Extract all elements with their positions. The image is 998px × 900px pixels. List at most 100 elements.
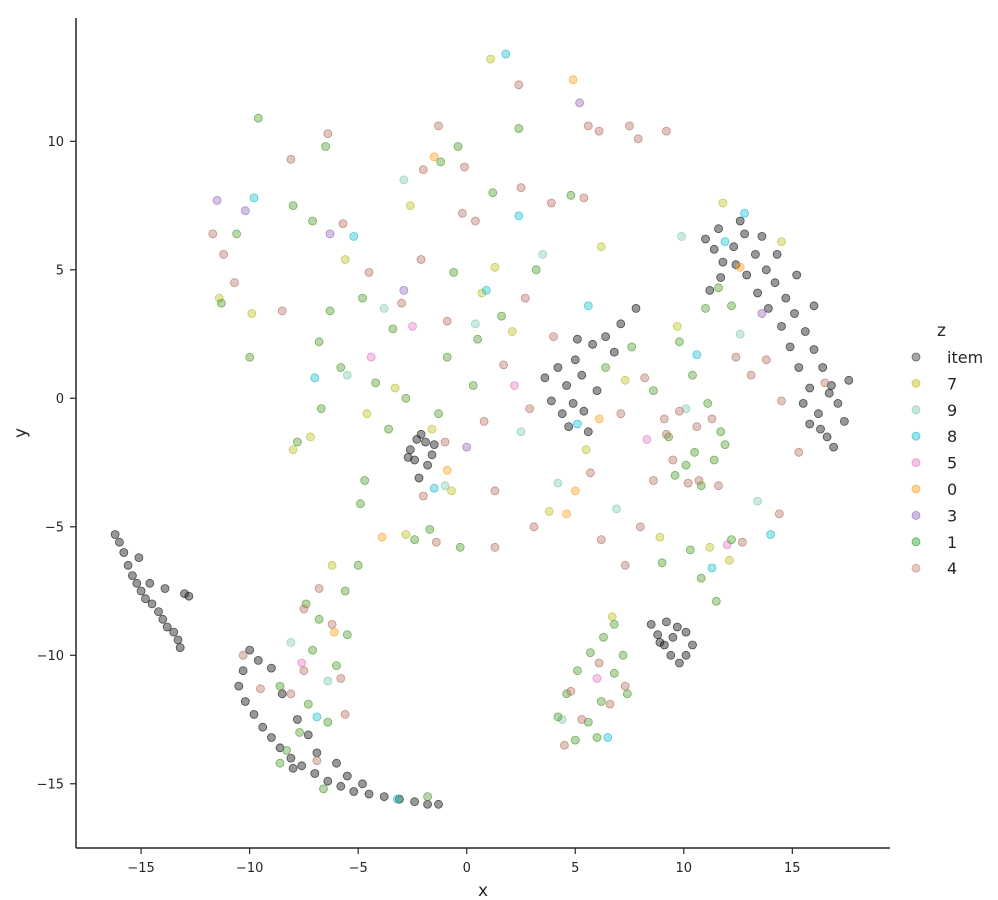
point-item-73 <box>573 334 582 344</box>
point-1-49 <box>314 614 324 624</box>
point-4-51 <box>774 509 784 519</box>
point-4-22 <box>418 165 428 175</box>
point-4-41 <box>714 481 723 491</box>
point-item-52 <box>416 429 426 439</box>
legend-label-3: 3 <box>947 506 957 525</box>
point-9-14 <box>342 370 352 380</box>
point-4-6 <box>625 121 634 131</box>
point-1-69 <box>609 668 619 678</box>
point-item-59 <box>429 440 439 450</box>
point-8-3 <box>349 231 359 241</box>
point-4-70 <box>560 740 569 750</box>
point-1-58 <box>282 746 292 755</box>
point-9-2 <box>612 504 621 514</box>
point-item-71 <box>631 303 641 313</box>
point-item-5 <box>132 578 142 588</box>
point-item-129 <box>668 632 678 642</box>
point-item-85 <box>770 278 780 288</box>
point-item-2 <box>119 548 129 557</box>
point-item-104 <box>716 273 726 282</box>
point-4-55 <box>596 535 606 544</box>
point-1-4 <box>232 229 242 239</box>
point-4-75 <box>692 422 702 432</box>
point-1-55 <box>275 681 285 691</box>
point-1-51 <box>332 661 341 670</box>
point-4-3 <box>514 80 524 90</box>
point-1-28 <box>384 424 394 434</box>
point-7-1 <box>405 201 415 211</box>
point-item-61 <box>553 363 563 372</box>
point-4-61 <box>286 689 296 699</box>
point-item-103 <box>731 260 741 270</box>
point-1-7 <box>325 306 335 316</box>
point-item-88 <box>800 327 810 336</box>
point-item-25 <box>258 722 268 732</box>
point-1-77 <box>657 558 667 568</box>
point-item-62 <box>562 381 571 390</box>
legend-label-1: 1 <box>947 533 957 552</box>
legend-marker-9 <box>911 405 921 415</box>
point-4-64 <box>312 756 322 765</box>
point-item-78 <box>701 234 710 244</box>
point-item-115 <box>714 224 723 234</box>
point-item-10 <box>158 614 168 624</box>
point-4-18 <box>516 183 526 193</box>
point-9-12 <box>677 231 686 241</box>
point-8-15 <box>312 712 322 722</box>
x-tick-label: −5 <box>349 861 368 876</box>
point-0-5 <box>570 486 580 496</box>
point-1-40 <box>709 455 719 465</box>
point-0-2 <box>377 532 387 542</box>
point-4-37 <box>616 409 626 419</box>
point-item-75 <box>564 422 574 432</box>
point-8-2 <box>310 373 320 383</box>
axes <box>75 18 890 849</box>
point-item-124 <box>688 640 697 650</box>
y-tick-label: −15 <box>37 777 64 792</box>
point-1-75 <box>727 535 736 544</box>
point-item-127 <box>662 617 671 627</box>
x-tick-label: 15 <box>784 861 801 876</box>
y-axis-label: y <box>11 428 31 438</box>
point-item-55 <box>423 460 433 470</box>
legend-marker-0 <box>911 484 921 494</box>
point-4-16 <box>457 208 467 218</box>
point-5-1 <box>297 658 307 668</box>
point-item-50 <box>405 445 415 455</box>
point-item-48 <box>303 730 313 740</box>
y-tick-label: −10 <box>37 649 64 664</box>
point-1-5 <box>245 352 255 362</box>
point-4-27 <box>499 360 509 370</box>
point-8-0 <box>501 49 511 59</box>
point-1-47 <box>727 301 736 311</box>
point-item-60 <box>540 373 550 383</box>
point-item-16 <box>184 591 194 601</box>
point-7-17 <box>305 432 315 442</box>
point-1-36 <box>649 386 658 396</box>
point-item-117 <box>824 388 834 398</box>
point-item-56 <box>414 473 424 483</box>
point-item-57 <box>427 450 437 460</box>
point-4-44 <box>662 429 671 439</box>
point-item-121 <box>666 650 676 660</box>
point-item-102 <box>742 270 752 280</box>
point-item-24 <box>249 710 259 719</box>
point-4-28 <box>525 404 535 414</box>
point-1-63 <box>586 648 595 658</box>
point-item-27 <box>275 743 285 753</box>
point-item-69 <box>601 332 610 342</box>
point-item-20 <box>245 645 255 655</box>
point-1-44 <box>675 337 684 347</box>
point-item-118 <box>646 620 656 629</box>
point-4-26 <box>549 332 558 342</box>
point-9-8 <box>557 715 567 724</box>
legend-label-4: 4 <box>947 559 957 578</box>
legend-label-item: item <box>947 348 983 367</box>
point-9-5 <box>681 404 691 414</box>
point-3-4 <box>575 98 584 108</box>
point-1-19 <box>436 157 446 167</box>
point-1-53 <box>353 560 363 570</box>
point-4-67 <box>577 715 587 724</box>
point-item-42 <box>292 715 302 724</box>
point-7-20 <box>288 445 298 455</box>
